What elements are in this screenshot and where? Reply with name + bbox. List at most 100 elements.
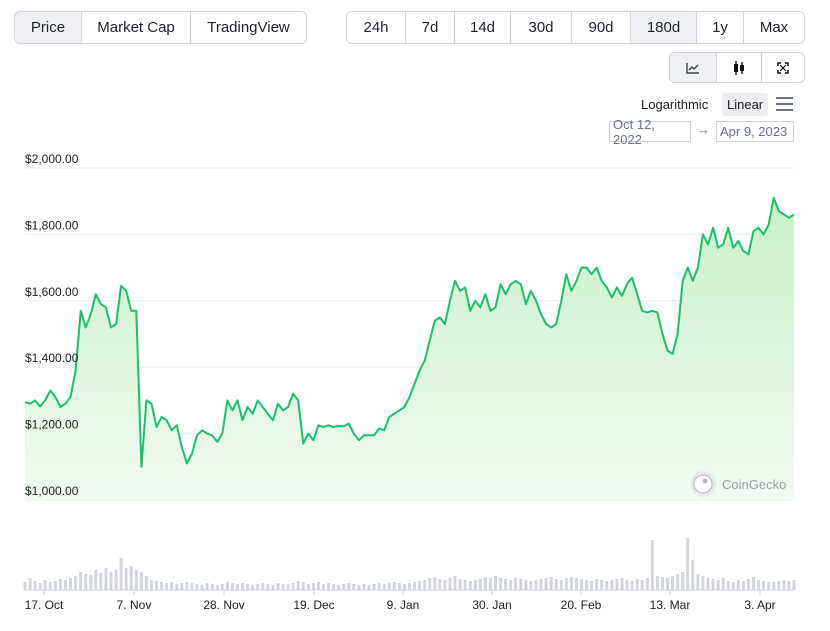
volume-bar (185, 582, 189, 590)
expand-icon[interactable] (762, 53, 804, 82)
volume-bar (777, 581, 781, 590)
view-tabs: Price Market Cap TradingView (14, 11, 307, 44)
volume-bar (372, 584, 376, 590)
volume-bar (150, 580, 153, 590)
volume-bar (762, 581, 766, 590)
tab-tradingview[interactable]: TradingView (191, 12, 306, 43)
volume-bar (58, 579, 62, 590)
line-chart-icon[interactable] (670, 53, 717, 82)
y-tick-label: $1,400.00 (25, 351, 79, 365)
volume-bar (529, 581, 533, 590)
tab-price[interactable]: Price (15, 12, 82, 43)
volume-bar (509, 580, 513, 590)
volume-bar (726, 581, 730, 590)
scale-linear[interactable]: Linear (722, 93, 769, 116)
volume-bar (463, 580, 467, 590)
volume-bar (478, 579, 482, 590)
volume-bar (23, 582, 27, 590)
candlestick-icon[interactable] (717, 53, 762, 82)
volume-bar (114, 570, 118, 590)
range-1y[interactable]: 1y (697, 12, 744, 43)
scale-logarithmic[interactable]: Logarithmic (641, 97, 709, 112)
volume-bar (53, 581, 57, 590)
volume-bar (332, 584, 336, 590)
x-tick-label: 17. Oct (25, 598, 64, 612)
y-tick-label: $1,200.00 (25, 418, 79, 432)
volume-bar (666, 578, 669, 590)
volume-bar (580, 579, 583, 590)
date-from-input[interactable]: Oct 12, 2022 (609, 117, 691, 147)
volume-bar (625, 580, 629, 590)
volume-bar (291, 583, 295, 590)
volume-bar (134, 570, 138, 590)
volume-bar (175, 584, 179, 590)
range-24h[interactable]: 24h (347, 12, 406, 43)
y-tick-label: $1,000.00 (25, 484, 79, 498)
volume-bar (195, 584, 199, 590)
volume-bar (392, 582, 396, 590)
volume-bar (180, 583, 184, 590)
x-tick-label: 7. Nov (117, 598, 152, 612)
volume-bar (418, 581, 422, 590)
volume-bar (347, 583, 351, 590)
volume-bar (109, 572, 113, 590)
volume-bar (94, 570, 98, 590)
volume-bar (681, 572, 685, 590)
volume-bar (483, 577, 487, 590)
volume-bar (650, 540, 654, 590)
volume-bar (782, 580, 786, 590)
volume-bar (721, 578, 725, 590)
volume-bar (286, 584, 290, 590)
volume-bar (671, 576, 675, 590)
volume-bar (241, 583, 244, 590)
watermark-text: CoinGecko (722, 477, 786, 492)
volume-bar (514, 578, 518, 590)
volume-bar (79, 572, 83, 590)
volume-bar (155, 581, 158, 590)
volume-bar (600, 580, 604, 590)
volume-bar (301, 582, 305, 590)
price-line (24, 196, 795, 468)
volume-bar (711, 579, 715, 590)
range-180d[interactable]: 180d (631, 12, 697, 43)
volume-bar (544, 578, 548, 590)
volume-bar (645, 578, 649, 590)
date-to-input[interactable]: Apr 9, 2023 (716, 121, 794, 142)
range-90d[interactable]: 90d (572, 12, 631, 43)
volume-bar (311, 583, 315, 590)
volume-bar (574, 578, 578, 590)
volume-bar (220, 584, 224, 590)
volume-bar (453, 576, 457, 590)
volume-bar (256, 584, 260, 590)
range-7d[interactable]: 7d (406, 12, 455, 43)
tab-market-cap[interactable]: Market Cap (82, 12, 191, 43)
volume-bar (377, 583, 381, 590)
coingecko-watermark: CoinGecko (690, 471, 786, 497)
volume-bar (215, 585, 219, 590)
volume-bar (28, 578, 32, 590)
volume-bar (251, 585, 255, 590)
volume-bar (342, 584, 346, 590)
volume-bar (296, 581, 300, 590)
volume-bar (337, 585, 341, 590)
volume-bar (731, 582, 735, 590)
volume-bar (281, 584, 285, 590)
volume-bar (691, 560, 695, 590)
volume-bar (605, 581, 609, 590)
range-14d[interactable]: 14d (455, 12, 511, 43)
range-30d[interactable]: 30d (511, 12, 572, 43)
hamburger-menu-icon[interactable] (776, 97, 793, 111)
date-range-arrow: → (697, 122, 710, 137)
range-max[interactable]: Max (744, 12, 804, 43)
volume-bar (504, 579, 508, 590)
volume-bar (686, 538, 690, 590)
volume-bar (99, 573, 103, 590)
volume-bar (716, 580, 720, 590)
volume-bar (640, 580, 644, 590)
price-chart: CoinGecko $1,000.00 $1,200.00 $1,400.00 $1,… (23, 152, 796, 612)
volume-bar (89, 575, 93, 590)
volume-bar (165, 583, 169, 590)
volume-bar (468, 581, 472, 590)
volume-bar (499, 578, 503, 590)
volume-bar (306, 584, 310, 590)
